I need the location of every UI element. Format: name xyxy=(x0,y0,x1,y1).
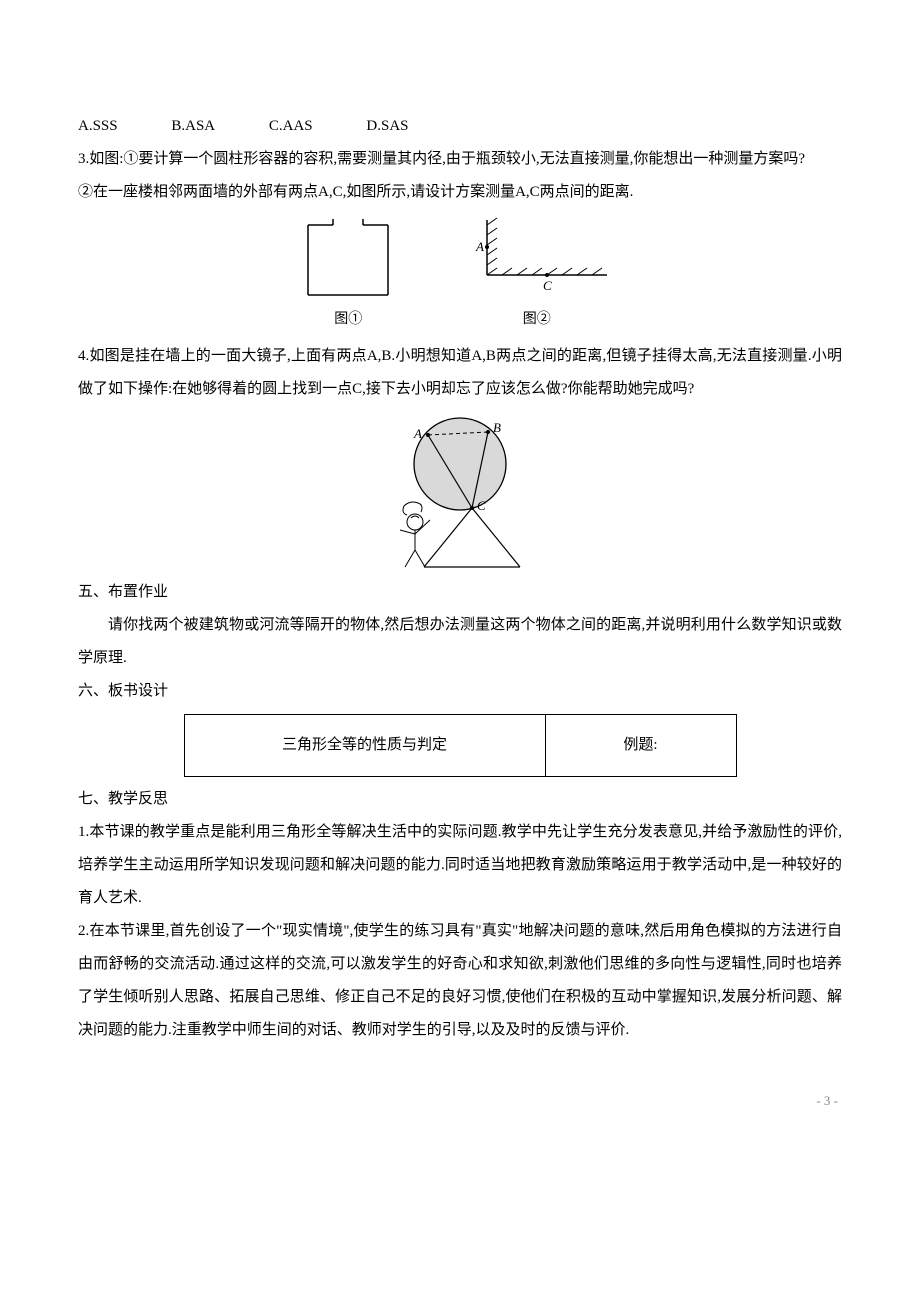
fig1-caption: 图① xyxy=(293,305,403,336)
fig-mirror-c: C xyxy=(477,498,486,513)
option-c: C.AAS xyxy=(269,118,313,134)
q3-stem: 3.如图:①要计算一个圆柱形容器的容积,需要测量其内径,由于瓶颈较小,无法直接测… xyxy=(78,143,842,176)
option-a: A.SSS xyxy=(78,118,118,134)
board-cell-1: 三角形全等的性质与判定 xyxy=(184,714,545,776)
section5-title: 五、布置作业 xyxy=(78,576,842,609)
section6-title: 六、板书设计 xyxy=(78,675,842,708)
fig2-caption: 图② xyxy=(447,305,627,336)
document-page: A.SSS B.ASA C.AAS D.SAS 3.如图:①要计算一个圆柱形容器… xyxy=(0,0,920,1155)
option-d: D.SAS xyxy=(366,118,408,134)
figure-1-icon xyxy=(293,215,403,305)
section7-p1: 1.本节课的教学重点是能利用三角形全等解决生活中的实际问题.教学中先让学生充分发… xyxy=(78,816,842,915)
fig-mirror-b: B xyxy=(493,420,501,435)
options-row: A.SSS B.ASA C.AAS D.SAS xyxy=(78,110,842,143)
board-cell-2: 例题: xyxy=(545,714,736,776)
q4-figure: A B C xyxy=(78,412,842,572)
q3-part2: ②在一座楼相邻两面墙的外部有两点A,C,如图所示,请设计方案测量A,C两点间的距… xyxy=(78,176,842,209)
page-number: - 3 - xyxy=(78,1087,842,1116)
section7-title: 七、教学反思 xyxy=(78,783,842,816)
board-table: 三角形全等的性质与判定 例题: xyxy=(184,714,737,777)
option-b: B.ASA xyxy=(171,118,215,134)
q4-stem: 4.如图是挂在墙上的一面大镜子,上面有两点A,B.小明想知道A,B两点之间的距离… xyxy=(78,340,842,406)
q3-figures: A C 图① 图② xyxy=(78,215,842,336)
figure-mirror-icon: A B C xyxy=(360,412,560,572)
section7-p2: 2.在本节课里,首先创设了一个"现实情境",使学生的练习具有"真实"地解决问题的… xyxy=(78,915,842,1047)
figure-2-icon: A C xyxy=(447,215,627,305)
section5-text: 请你找两个被建筑物或河流等隔开的物体,然后想办法测量这两个物体之间的距离,并说明… xyxy=(78,609,842,675)
fig-mirror-a: A xyxy=(413,426,422,441)
fig2-label-c: C xyxy=(543,278,552,293)
fig2-label-a: A xyxy=(475,239,484,254)
person-icon xyxy=(400,502,430,567)
